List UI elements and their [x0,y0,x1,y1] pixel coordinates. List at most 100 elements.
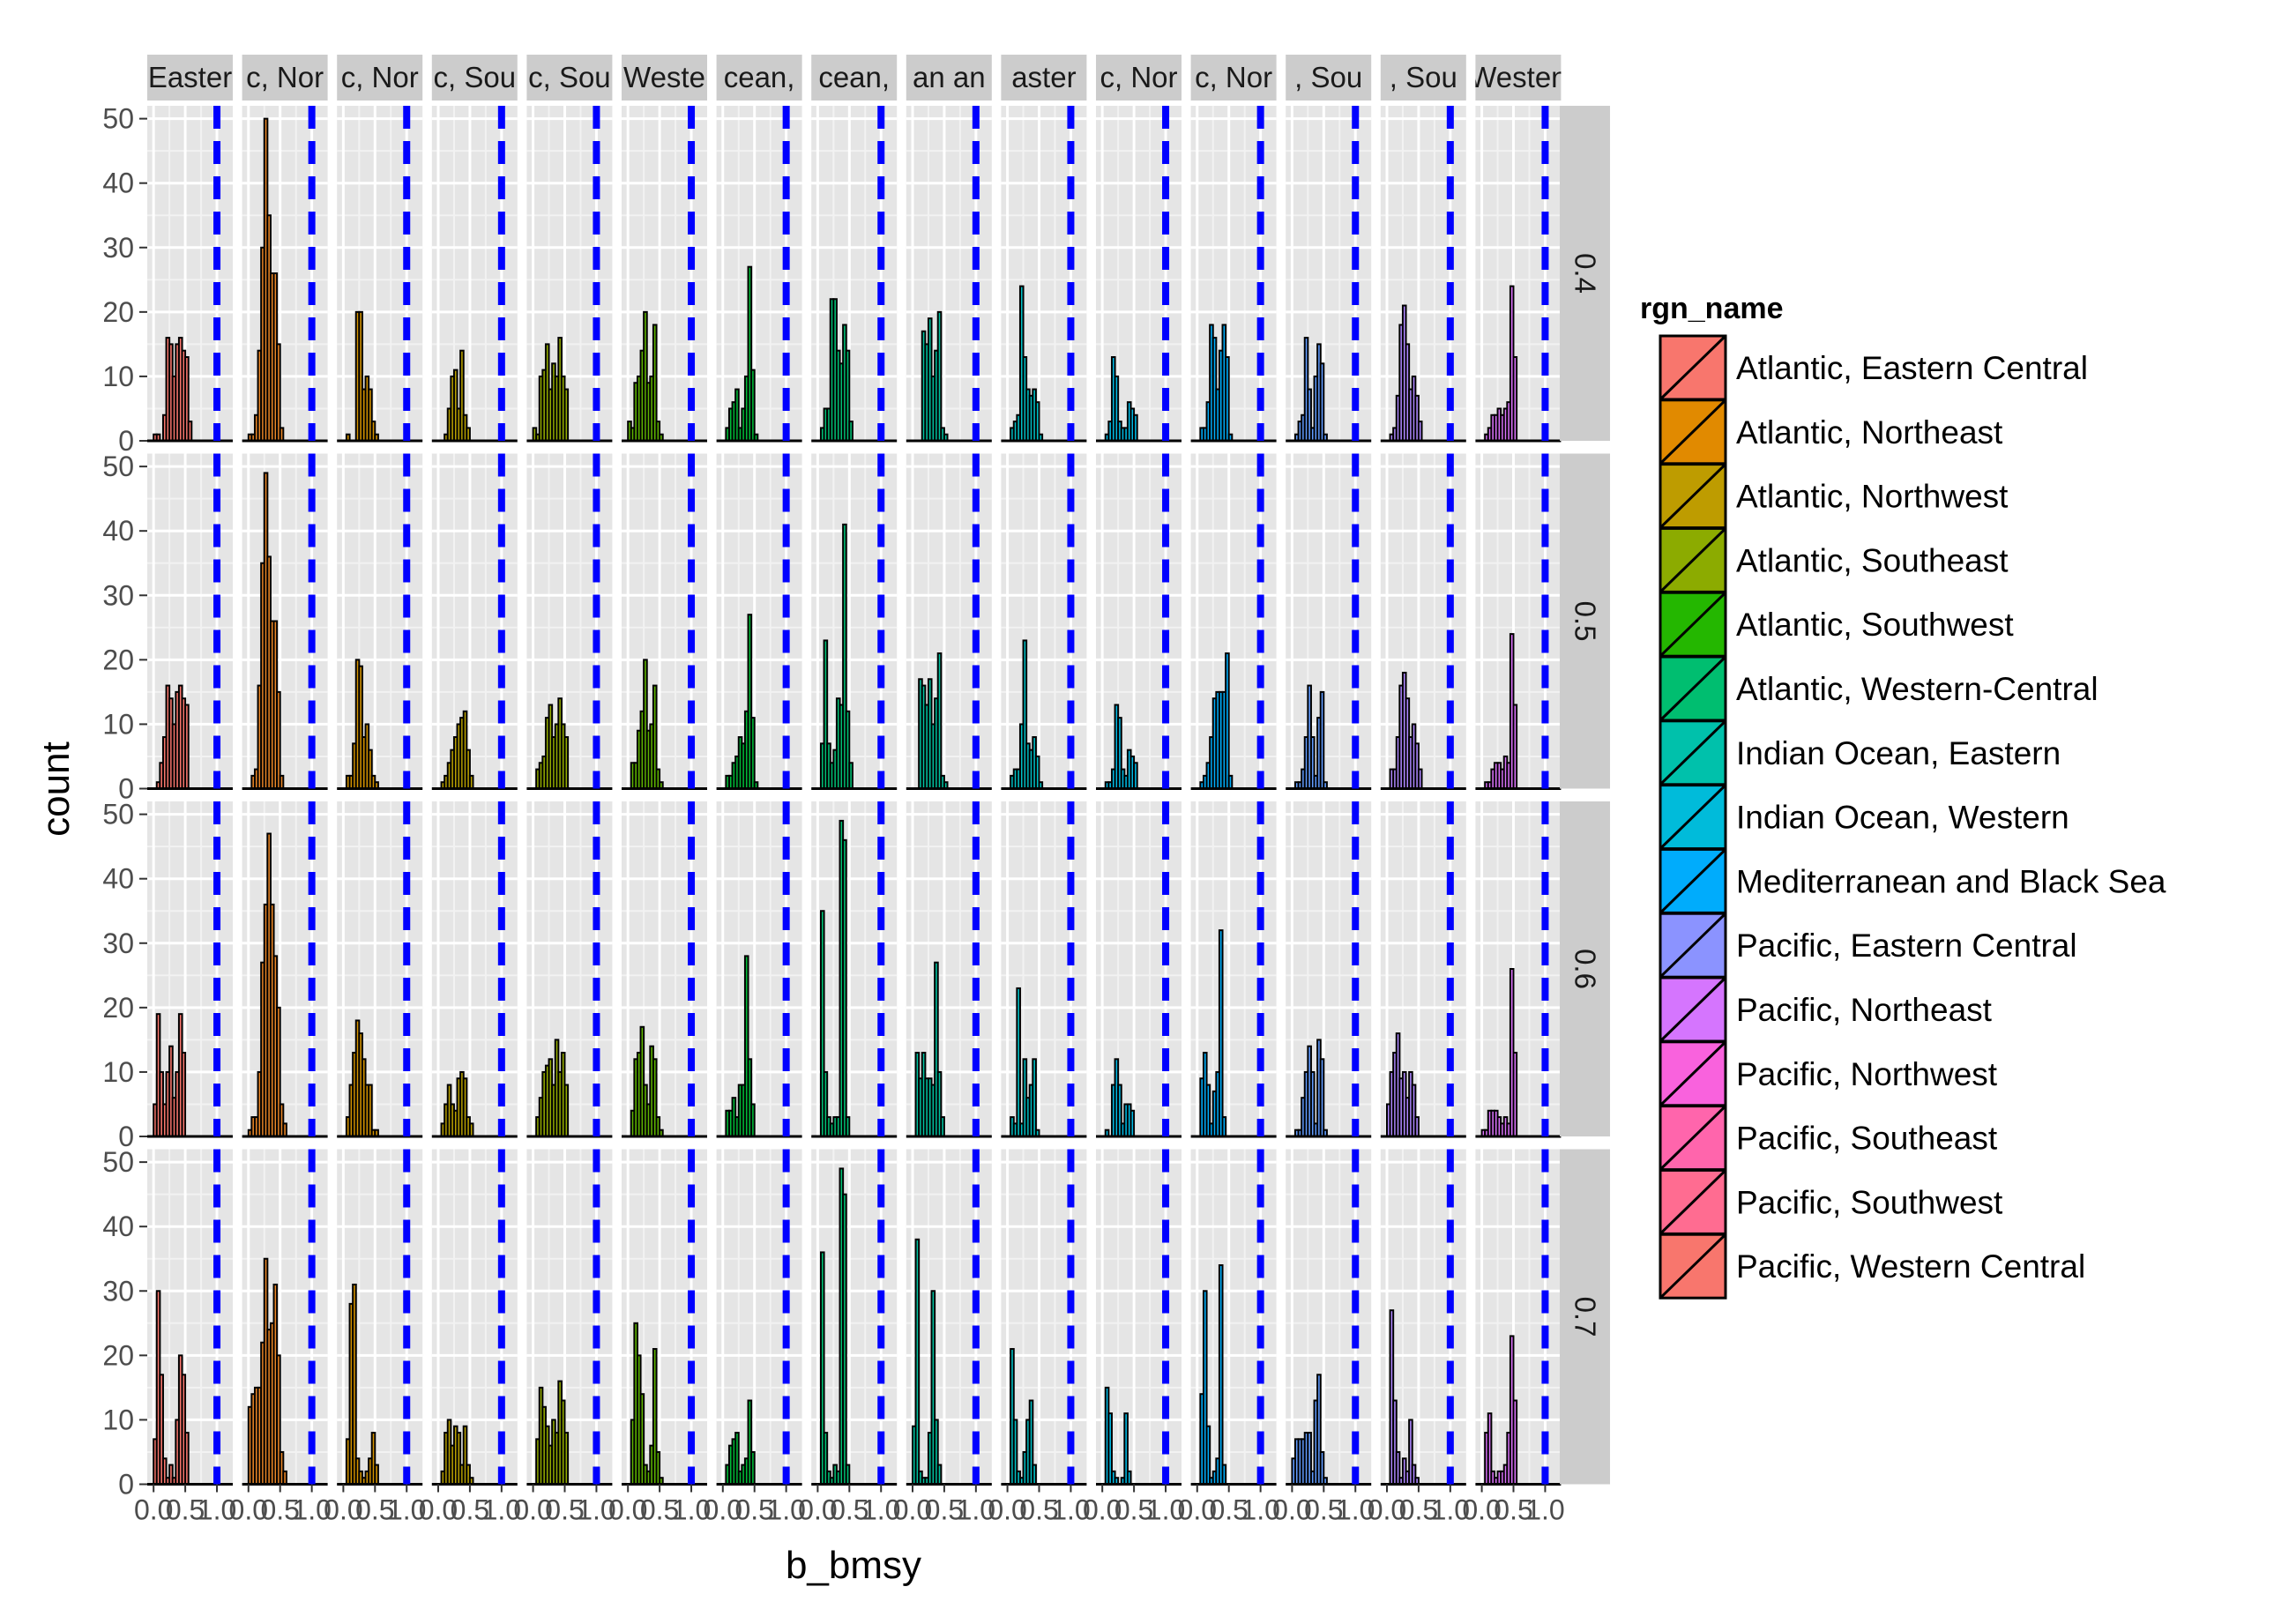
y-axis-title: count [34,741,78,837]
legend-entry: Pacific, Western Central [1659,1233,2085,1300]
histogram-bar [1319,1058,1325,1138]
histogram-bar [279,774,285,790]
histogram-bar [1205,1425,1211,1486]
panel-r2-c12 [1286,801,1372,1138]
x-tick-label: 1.0 [292,1494,331,1526]
histogram-bar [848,421,854,443]
column-strip-label: c, Nor [1100,61,1177,93]
legend-entry: Pacific, Northwest [1659,1040,1998,1107]
panel-r3-c11 [1190,1149,1277,1486]
x-tick-label: 0.5 [166,1494,205,1526]
legend-label: Pacific, Southwest [1736,1184,2003,1220]
panel-r3-c3 [431,1149,518,1486]
panel-r3-c13 [1380,1149,1466,1486]
histogram-bar [563,736,570,790]
y-tick-label: 40 [102,168,134,199]
x-tick-label: 0.5 [925,1494,964,1526]
legend-key-diagonal [1659,1169,1727,1235]
histogram-bar [1417,768,1423,790]
histogram-bar [1319,690,1325,790]
panel-r1-c3 [431,453,518,790]
column-strip: aster [1001,55,1087,101]
panel-r3-c12 [1286,1149,1372,1486]
histogram-bar [1512,1052,1518,1137]
column-strip: , Sou [1286,55,1372,101]
histogram-bar [1129,1109,1136,1138]
legend: rgn_name Atlantic, Eastern Central Atlant… [1640,292,2166,1300]
histogram-bar [940,1116,945,1137]
legend-key-diagonal [1659,655,1727,722]
histogram-bar [276,690,281,790]
histogram-bar [1032,1464,1037,1486]
panel-r1-c13 [1380,453,1466,790]
histogram-bar [842,838,847,1137]
strip-background [1560,1149,1610,1485]
histogram-bar [845,1464,851,1486]
histogram-bar [842,1193,847,1486]
x-tick-label: 0.0 [988,1494,1026,1526]
legend-label: Atlantic, Western-Central [1736,671,2098,707]
x-tick-label: 0.0 [1272,1494,1311,1526]
legend-entry: Atlantic, Eastern Central [1659,334,2088,401]
column-strip: an an [906,55,992,101]
panel-r2-c8 [906,801,992,1138]
panel-r2-c10 [1096,801,1182,1138]
panel-r1-c0 [147,453,233,790]
x-tick-label: 0.0 [704,1494,742,1526]
histogram-bar [1221,1464,1227,1486]
histogram-bar [1417,421,1423,443]
legend-entry: Mediterranean and Black Sea [1659,847,2166,914]
column-strip: c, Nor [242,55,328,101]
panel-r0-c5 [622,106,707,443]
column-strip: c, Nor [337,55,423,101]
row-strip: 0.6 [1560,801,1610,1136]
x-tick-label: 0.5 [451,1494,489,1526]
legend-entry: Pacific, Eastern Central [1659,912,2077,979]
column-strip: Easter [147,55,233,101]
strip-background [716,55,802,101]
column-strip: Westen [1475,55,1562,101]
panel-r0-c4 [526,106,613,443]
x-tick-label: 0.0 [134,1494,173,1526]
y-tick-label: 20 [102,1339,134,1371]
x-tick-label: 0.0 [1178,1494,1217,1526]
panel-r0-c3 [431,106,518,443]
x-tick-label: 1.0 [672,1494,711,1526]
histogram-bar [845,1116,851,1137]
histogram-bar [750,717,756,790]
legend-label: Atlantic, Eastern Central [1736,350,2088,386]
x-tick-label: 0.5 [260,1494,299,1526]
column-strip-label: cean, [818,61,890,93]
strip-background [242,55,328,101]
y-tick-label: 20 [102,992,134,1024]
legend-entry: Pacific, Southwest [1659,1168,2003,1235]
panel-r3-c6 [716,1149,802,1486]
panel-r3-c5 [622,1149,707,1486]
panel-r0-c11 [1190,106,1277,443]
column-strip-label: c, Nor [246,61,324,93]
strip-background [811,55,898,101]
panel-r0-c6 [716,106,802,443]
histogram-bar [750,369,756,442]
legend-entry: Atlantic, Northeast [1659,399,2003,466]
x-tick-label: 1.0 [766,1494,805,1526]
legend-label: Pacific, Northeast [1736,992,1993,1028]
legend-key-diagonal [1659,913,1727,979]
y-tick-label: 40 [102,863,134,895]
row-strip-label: 0.4 [1569,253,1602,294]
legend-entry: Atlantic, Southeast [1659,526,2009,593]
y-tick-label: 10 [102,361,134,392]
histogram-bar [563,1084,570,1137]
x-tick-label: 1.0 [861,1494,900,1526]
legend-key-diagonal [1659,1040,1727,1106]
legend-entry: Pacific, Northeast [1659,976,1993,1043]
legend-title: rgn_name [1640,292,1784,325]
histogram-bar [374,1464,379,1486]
panel-r1-c1 [242,453,328,790]
histogram-bar [1218,929,1224,1137]
x-tick-label: 0.0 [229,1494,268,1526]
strip-background [1560,801,1610,1136]
column-strip: , Sou [1380,55,1466,101]
panel-r2-c6 [716,801,802,1138]
histogram-bar [1512,356,1518,442]
